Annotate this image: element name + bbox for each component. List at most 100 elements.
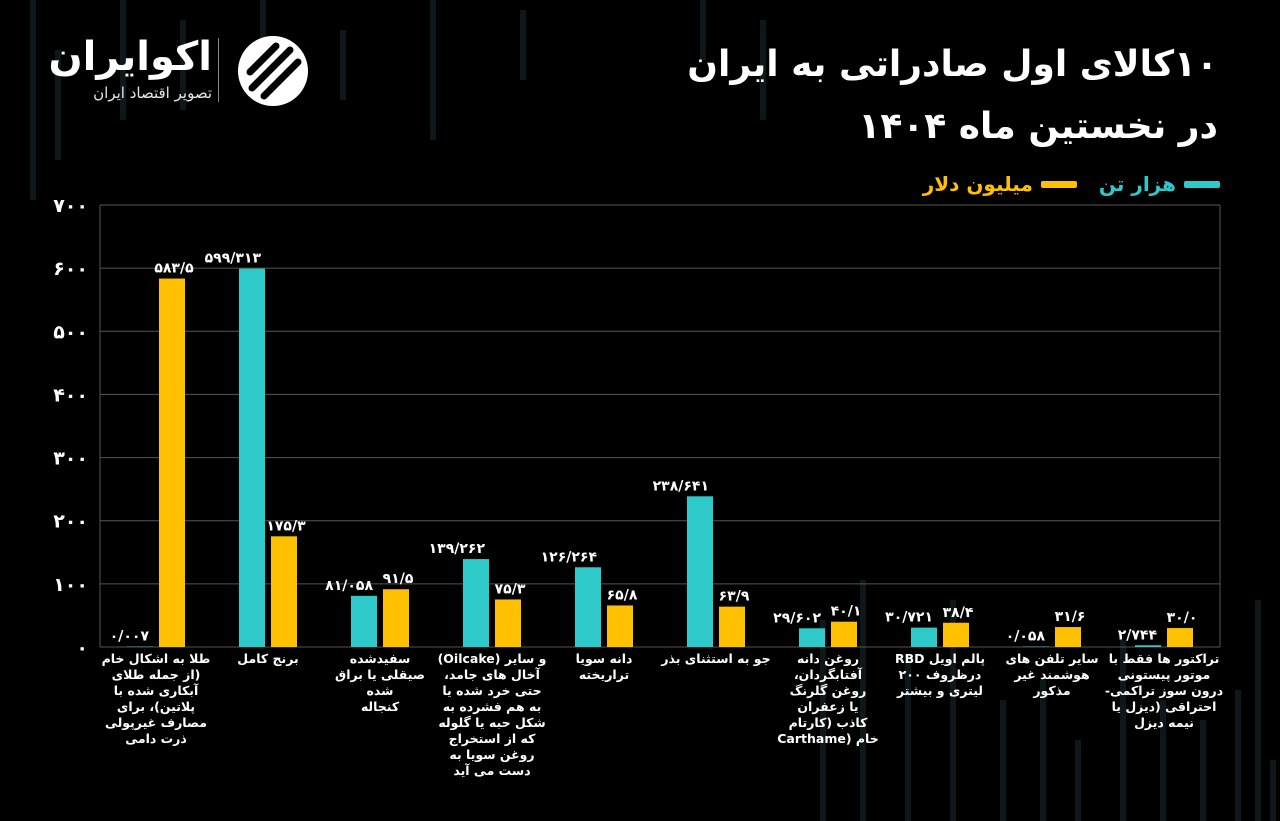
legend-item-dollars: میلیون دلار <box>923 172 1077 196</box>
chart-title-line2: در نخستین ماه ۱۴۰۴ <box>858 106 1218 147</box>
category-label: آخال های جامد، <box>444 667 540 682</box>
bar-dollars <box>1167 628 1193 647</box>
decor-bar <box>30 0 36 200</box>
data-label-dollars: ۳۰/۰ <box>1167 610 1198 626</box>
data-label-dollars: ۱۷۵/۳ <box>266 518 306 534</box>
decor-bar <box>1075 740 1081 821</box>
data-label-tons: ۰/۰۰۷ <box>110 629 150 645</box>
data-label-dollars: ۶۵/۸ <box>607 587 638 603</box>
bar-dollars <box>159 278 185 647</box>
decor-bar <box>820 620 826 821</box>
category-label: تراریخته <box>579 667 629 682</box>
decor-bar <box>905 660 911 821</box>
y-tick-label: ۷۰۰ <box>53 195 88 217</box>
bar-tons <box>799 628 825 647</box>
y-tick-label: ۴۰۰ <box>53 384 88 406</box>
category-label: شده <box>367 683 394 698</box>
data-label-tons: ۳۰/۷۲۱ <box>885 610 933 626</box>
data-label-tons: ۸۱/۰۵۸ <box>325 578 373 594</box>
decor-bar <box>1120 640 1126 821</box>
bar-tons <box>351 595 377 647</box>
y-tick-label: ۲۰۰ <box>53 511 88 533</box>
category-label: نیمه دیزل <box>1134 715 1194 730</box>
category-label: درظروف ۲۰۰ <box>899 667 982 682</box>
bar-dollars <box>1055 627 1081 647</box>
bar-tons <box>239 268 265 647</box>
decor-bar <box>700 0 706 60</box>
category-label: شکل حبه یا گلوله <box>438 715 545 730</box>
category-label: به هم فشرده به <box>443 699 542 714</box>
category-label: صیقلی یا براق <box>335 667 425 682</box>
category-label: سایر تلفن های <box>1005 651 1098 666</box>
category-label: روغن گلرنگ <box>790 683 867 698</box>
data-label-dollars: ۴۰/۱ <box>831 604 862 620</box>
decor-bar <box>340 30 346 100</box>
category-label: روغن سویا به <box>449 747 534 762</box>
brand-name: اکوایران <box>48 34 212 80</box>
chart-title-line1: ۱۰کالای اول صادراتی به ایران <box>687 44 1218 85</box>
data-label-tons: ۲/۷۴۴ <box>1118 627 1158 643</box>
decor-bar <box>430 0 436 140</box>
category-label: مذکور <box>1032 683 1070 698</box>
category-label: دست می آید <box>453 763 530 778</box>
bar-dollars <box>719 606 745 647</box>
category-label: جو به استثنای بذر <box>660 651 770 666</box>
category-label: درون سوز تراکمی- <box>1105 683 1223 698</box>
decor-bar <box>520 10 526 80</box>
logo-divider <box>218 38 219 102</box>
data-label-dollars: ۶۳/۹ <box>719 589 750 605</box>
category-label: کنجاله <box>361 699 400 714</box>
brand-tagline: تصویر اقتصاد ایران <box>93 84 212 102</box>
data-label-dollars: ۹۱/۵ <box>383 571 414 587</box>
decor-bar <box>1270 760 1276 821</box>
bar-tons <box>1023 646 1049 647</box>
bar-dollars <box>943 622 969 647</box>
category-label: موتور پیستونی <box>1118 667 1210 682</box>
legend-swatch-dollars <box>1040 180 1077 188</box>
bar-dollars <box>271 536 297 647</box>
decor-bar <box>760 20 766 120</box>
decor-bar <box>1200 720 1206 821</box>
category-label: برنج کامل <box>237 651 298 666</box>
decor-bar <box>1160 700 1166 821</box>
decor-bar <box>1255 600 1261 821</box>
data-label-dollars: ۳۱/۶ <box>1055 609 1086 625</box>
data-label-tons: ۲۹/۶۰۲ <box>773 610 821 626</box>
y-tick-label: ۶۰۰ <box>53 258 88 280</box>
bar-tons <box>1135 645 1161 647</box>
data-label-dollars: ۷۵/۳ <box>495 581 526 597</box>
category-label: دانه سویا <box>576 651 633 666</box>
data-label-dollars: ۵۸۳/۵ <box>154 261 194 277</box>
legend-item-tons: هزار تن <box>1099 172 1220 196</box>
decor-bar <box>55 50 61 160</box>
decor-bar <box>120 0 126 120</box>
data-label-tons: ۲۳۸/۶۴۱ <box>653 478 709 494</box>
bar-tons <box>911 627 937 647</box>
brand-mark-icon <box>238 36 308 106</box>
category-label: و سایر (Oilcake) <box>438 651 547 666</box>
category-label: حتی خرد شده یا <box>442 683 541 698</box>
category-label: مصارف غیرپولی <box>105 715 207 730</box>
legend-label-tons: هزار تن <box>1098 172 1176 196</box>
category-label: پلاتین)، برای <box>117 699 195 714</box>
data-label-tons: ۵۹۹/۳۱۳ <box>205 251 262 267</box>
category-label: آفتابگردان، <box>794 667 863 682</box>
bar-dollars <box>607 605 633 647</box>
legend-label-dollars: میلیون دلار <box>922 172 1033 196</box>
chart-legend: هزار تن میلیون دلار <box>923 172 1220 196</box>
category-label: خام (Carthame <box>777 731 879 747</box>
bar-dollars <box>495 599 521 647</box>
category-label: لیتری و بیشتر <box>896 683 983 698</box>
category-label: تراکتور ها فقط با <box>1109 651 1220 666</box>
category-label: که از استخراج <box>449 731 537 746</box>
bar-dollars <box>831 621 857 647</box>
legend-swatch-tons <box>1184 180 1220 188</box>
brand-logo: اکوایران تصویر اقتصاد ایران <box>48 34 310 109</box>
decor-bar <box>950 600 956 821</box>
category-label: ذرت دامی <box>125 731 187 746</box>
decor-bar <box>860 580 866 821</box>
category-label: احتراقی (دیزل یا <box>1112 699 1217 714</box>
data-label-dollars: ۳۸/۴ <box>943 605 974 621</box>
data-label-tons: ۱۲۶/۲۶۴ <box>541 549 598 565</box>
